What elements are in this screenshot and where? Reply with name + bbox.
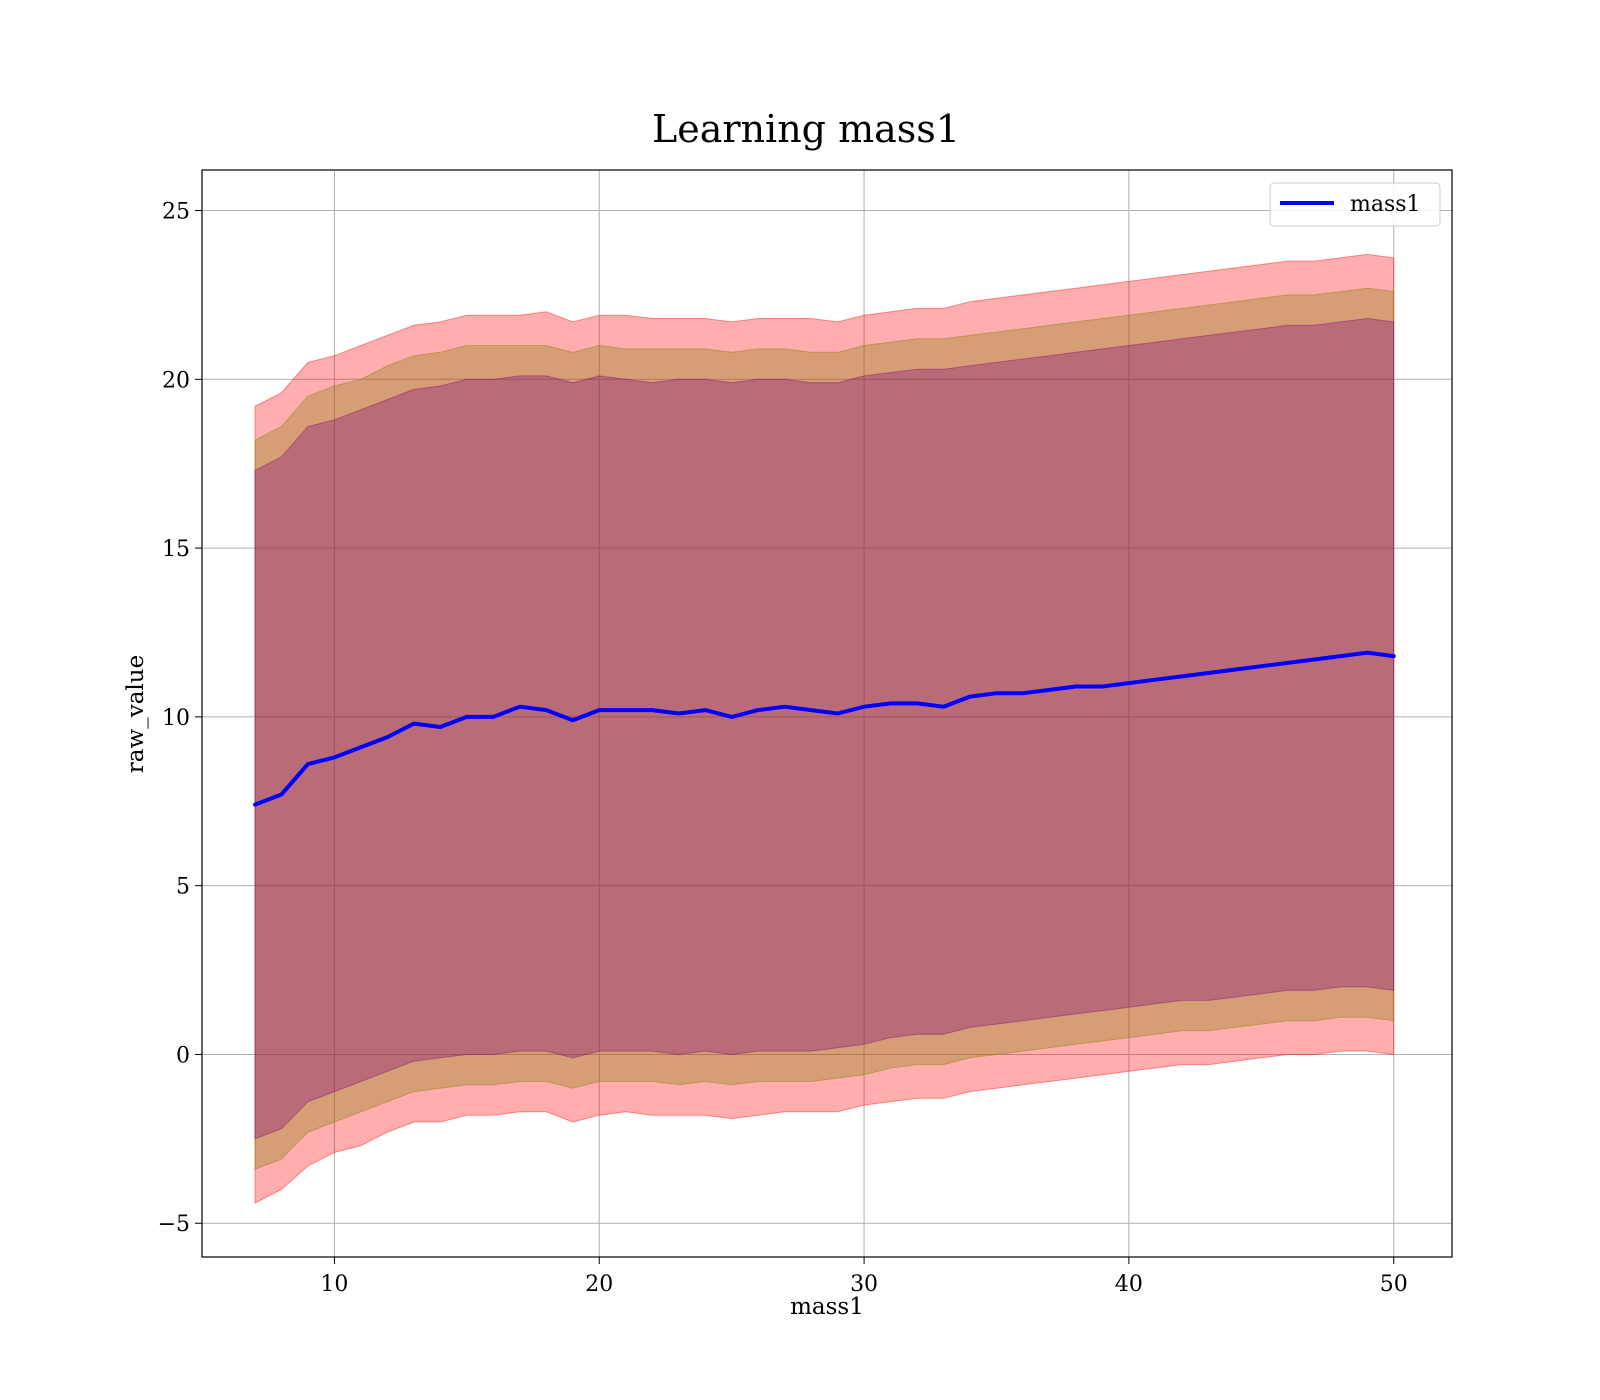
x-tick-label: 20	[585, 1272, 613, 1297]
x-tick-label: 10	[320, 1272, 348, 1297]
confidence-band-1	[254, 253, 1395, 1204]
y-tick-label: −5	[158, 1212, 190, 1237]
ticks: 10 20 30 40 50 −5 0 5 10 15 20 25	[158, 200, 1408, 1297]
series-line-mass1	[253, 650, 1396, 807]
y-tick-label: 10	[162, 706, 190, 731]
y-tick-label: 5	[176, 875, 190, 900]
chart-title: Learning mass1	[652, 107, 960, 151]
confidence-band-3	[254, 317, 1395, 1140]
plot-frame	[201, 169, 1453, 1258]
grid	[202, 170, 1452, 1257]
legend-label-mass1: mass1	[1350, 192, 1421, 217]
legend[interactable]: mass1	[1269, 182, 1441, 227]
legend-box	[1269, 182, 1441, 227]
bands	[254, 253, 1395, 1204]
x-tick-label: 50	[1380, 1272, 1408, 1297]
y-tick-label: 25	[162, 200, 190, 225]
y-axis-label: raw_value	[123, 655, 149, 773]
y-tick-label: 15	[162, 537, 190, 562]
y-tick-label: 20	[162, 368, 190, 393]
y-tick-label: 0	[176, 1043, 190, 1068]
lines	[253, 650, 1396, 807]
x-tick-label: 30	[850, 1272, 878, 1297]
confidence-band-2	[254, 287, 1395, 1170]
x-tick-label: 40	[1115, 1272, 1143, 1297]
x-axis-label: mass1	[790, 1294, 864, 1320]
